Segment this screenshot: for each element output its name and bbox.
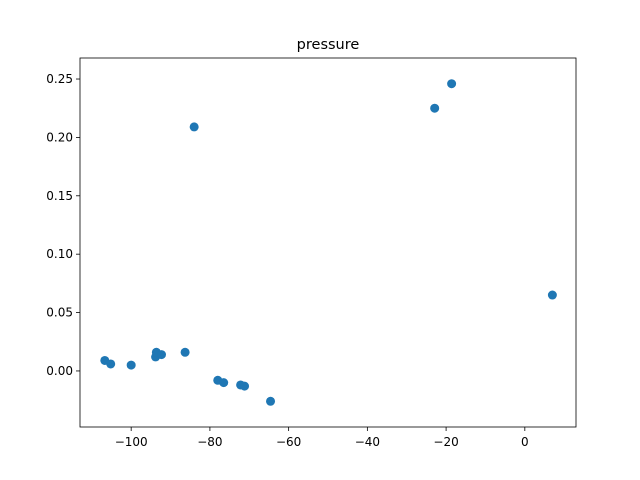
data-point (547, 290, 557, 300)
x-tick-label: 0 (521, 435, 529, 449)
points-layer (100, 79, 557, 406)
y-axis-ticks: 0.00 0.05 0.10 0.15 0.20 0.25 (46, 72, 80, 378)
plot-frame (79, 57, 577, 428)
x-axis-ticks: −100 −80 −60 −40 −20 0 (115, 427, 529, 449)
x-tick-label: −100 (115, 435, 148, 449)
y-tick-label: 0.05 (46, 306, 73, 320)
x-tick-label: −60 (276, 435, 301, 449)
data-point (266, 396, 276, 406)
y-tick-label: 0.15 (46, 189, 73, 203)
data-point (180, 347, 190, 357)
x-tick-label: −40 (355, 435, 380, 449)
y-tick-label: 0.25 (46, 72, 73, 86)
y-tick-label: 0.00 (46, 364, 73, 378)
data-point (447, 79, 457, 89)
data-point (430, 103, 440, 113)
y-tick-label: 0.20 (46, 130, 73, 144)
data-point (219, 378, 229, 388)
data-point (189, 122, 199, 132)
x-tick-label: −20 (433, 435, 458, 449)
data-point (106, 359, 116, 369)
data-point (240, 381, 250, 391)
y-tick-label: 0.10 (46, 247, 73, 261)
data-point (126, 360, 136, 370)
data-point (156, 350, 166, 360)
chart-title: pressure (297, 37, 360, 53)
x-tick-label: −80 (197, 435, 222, 449)
